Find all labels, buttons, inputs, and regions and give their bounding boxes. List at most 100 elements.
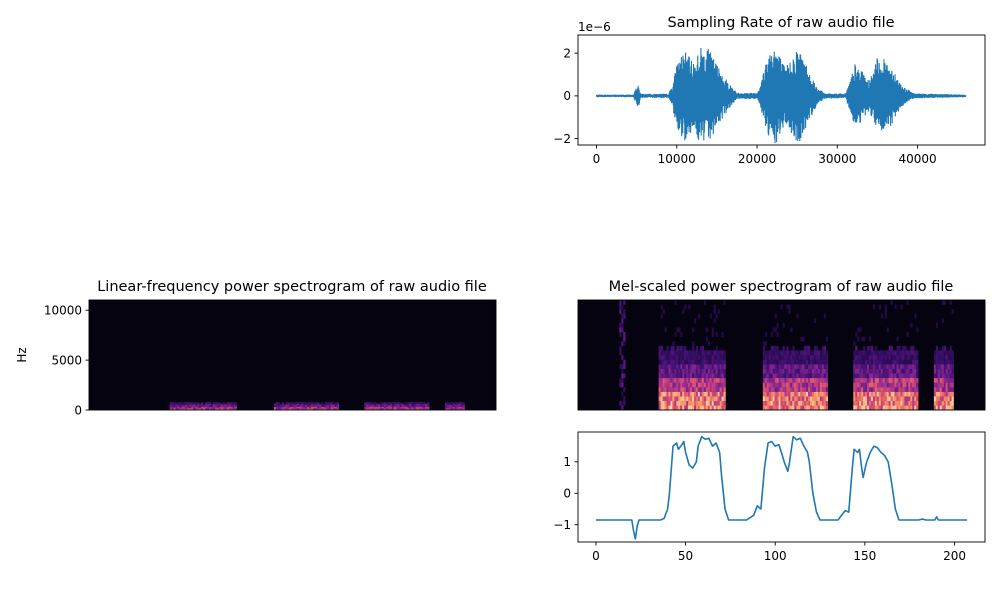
mel-spectrogram-cell	[695, 405, 699, 411]
mel-spectrogram-cell	[902, 364, 905, 369]
mel-spectrogram-cell	[770, 405, 773, 411]
mel-spectrogram-cell	[888, 359, 891, 365]
mel-spectrogram-cell	[717, 364, 720, 369]
mel-spectrogram-cell	[670, 355, 673, 360]
linear-spectrogram-cell	[171, 403, 174, 406]
mel-spectrogram-cell	[782, 368, 785, 374]
linear-spectrogram-cell	[214, 402, 218, 404]
mel-spectrogram-cell	[916, 350, 919, 356]
mel-spectrogram-cell	[674, 373, 677, 379]
linear-spectrogram-cell	[297, 408, 300, 410]
linear-spectrogram-cell	[364, 402, 367, 404]
mel-spectrogram-cell	[857, 359, 860, 365]
mel-spectrogram-cell	[621, 318, 624, 324]
mel-spectrogram-cell	[772, 400, 775, 406]
mel-spectrogram-cell	[782, 359, 785, 365]
mel-spectrogram-cell	[780, 391, 783, 397]
mel-spectrogram-cell	[874, 364, 878, 369]
mel-spectrogram-cell	[819, 391, 823, 397]
mel-spectrogram-cell	[723, 300, 726, 305]
mel-spectrogram-cell	[825, 359, 829, 365]
mel-spectrogram-cell	[772, 382, 775, 388]
mel-spectrogram-cell	[788, 359, 791, 365]
mel-spectrogram-cell	[713, 304, 716, 310]
mel-spectrogram-cell	[853, 377, 856, 383]
mel-spectrogram-cell	[802, 387, 805, 392]
mel-spectrogram-cell	[709, 391, 712, 397]
linear-spectrogram-cell	[173, 402, 176, 404]
linear-spectrogram-cell	[185, 405, 188, 407]
mel-spectrogram-cell	[813, 318, 817, 324]
mel-spectrogram-cell	[867, 396, 870, 402]
mel-spectrogram-cell	[705, 387, 709, 392]
mel-spectrogram-cell	[695, 391, 699, 397]
linear-spectrogram-cell	[368, 405, 371, 407]
mel-spectrogram-cell	[898, 345, 901, 351]
linear-spectrogram-cell	[419, 408, 422, 410]
linear-spectrogram-cell	[381, 403, 385, 406]
linear-spectrogram-cell	[421, 408, 424, 410]
mel-spectrogram-cell	[670, 405, 673, 411]
linear-spectrogram-cell	[411, 408, 414, 410]
mel-spectrogram-cell	[723, 405, 726, 411]
mel-spectrogram-cell	[764, 400, 768, 406]
linear-spectrogram-cell	[405, 406, 408, 409]
mel-spectrogram-cell	[774, 373, 777, 379]
mel-spectrogram-cell	[798, 373, 801, 379]
linear-spectrogram-cell	[423, 402, 426, 404]
mel-spectrogram-cell	[811, 364, 815, 369]
mel-spectrogram-cell	[701, 405, 705, 411]
mel-spectrogram-cell	[676, 364, 679, 369]
linear-spectrogram-cell	[309, 405, 312, 407]
linear-spectrogram-cell	[393, 403, 397, 406]
mel-spectrogram-cell	[674, 400, 677, 406]
mel-spectrogram-cell	[621, 341, 624, 347]
mel-spectrogram-cell	[876, 391, 880, 397]
mel-spectrogram-cell	[888, 355, 891, 360]
mel-spectrogram-cell	[815, 364, 819, 369]
mel-spectrogram-cell	[668, 387, 671, 392]
mel-spectrogram-cell	[943, 377, 946, 383]
linear-spectrogram-cell	[181, 406, 184, 409]
mel-spectrogram-cell	[682, 355, 685, 360]
mel-spectrogram-cell	[623, 396, 626, 402]
mel-spectrogram-cell	[898, 382, 901, 388]
mel-spectrogram-cell	[804, 400, 807, 406]
mel-spectrogram-cell	[886, 400, 889, 406]
linear-spectrogram-cell	[295, 403, 298, 406]
mel-spectrogram-cell	[709, 377, 712, 383]
mel-spectrogram-cell	[762, 359, 766, 365]
mel-spectrogram-cell	[947, 396, 950, 402]
mel-spectrogram-cell	[867, 373, 870, 379]
mel-spectrogram-cell	[770, 368, 773, 374]
linear-spectrogram-cell	[305, 408, 308, 410]
linear-spectrogram-cell	[177, 402, 180, 404]
linear-spectrogram-cell	[399, 408, 402, 410]
mel-spectrogram-cell	[778, 396, 781, 402]
mel-spectrogram-cell	[800, 359, 803, 365]
mel-spectrogram-cell	[674, 396, 677, 402]
linear-spectrogram-cell	[409, 408, 412, 410]
mel-spectrogram-cell	[762, 341, 766, 347]
mel-spectrogram-cell	[774, 364, 777, 369]
mel-spectrogram-cell	[902, 350, 905, 356]
mel-spectrogram-cell	[664, 364, 667, 369]
linear-spectrogram-cell	[220, 405, 223, 407]
linear-spectrogram-cell	[285, 403, 288, 406]
mel-spectrogram-cell	[776, 322, 779, 328]
mel-spectrogram-cell	[859, 327, 862, 333]
linear-spectrogram-cell	[317, 402, 320, 404]
mel-spectrogram-cell	[788, 382, 791, 388]
mel-spectrogram-cell	[699, 400, 703, 406]
linear-spectrogram-cell	[332, 405, 336, 407]
mel-spectrogram-cell	[825, 405, 829, 411]
mel-spectrogram-cell	[690, 391, 693, 397]
mel-spectrogram-cell	[804, 368, 807, 374]
linear-spectrogram-cell	[456, 408, 459, 410]
mel-spectrogram-cell	[894, 368, 897, 374]
mel-spectrogram-cell	[859, 396, 862, 402]
mel-spectrogram-cell	[853, 359, 856, 365]
mel-spectrogram-cell	[945, 377, 948, 383]
mel-spectrogram-cell	[947, 355, 950, 360]
